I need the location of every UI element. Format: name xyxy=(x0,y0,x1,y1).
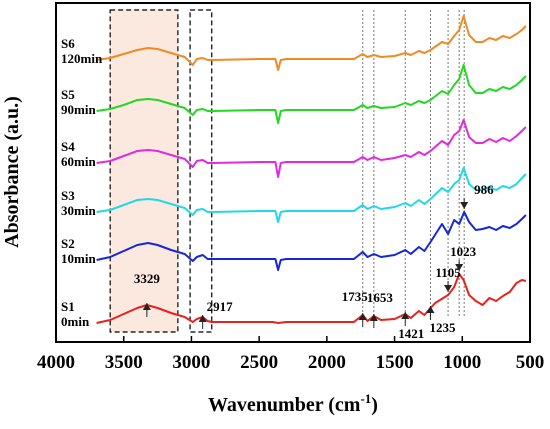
plot-frame xyxy=(55,2,531,343)
x-axis-title: Wavenumber (cm-1) xyxy=(208,391,378,416)
peak-label-1023: 1023 xyxy=(450,244,477,259)
peak-arrow-head-1735 xyxy=(358,313,367,320)
series-line-s6 xyxy=(96,15,527,71)
x-axis-title-unit-exponent: -1 xyxy=(360,391,371,406)
peak-label-1105: 1105 xyxy=(435,265,461,280)
peak-label-1421: 1421 xyxy=(398,326,424,341)
series-time-s4: 60min xyxy=(61,154,96,169)
series-time-s2: 10min xyxy=(61,251,96,266)
series-time-s6: 120min xyxy=(61,51,103,66)
peak-label-1735: 1735 xyxy=(342,289,369,304)
series-line-s5 xyxy=(96,64,527,124)
peak-arrow-head-1421 xyxy=(401,312,410,319)
series-label-s4: S4 xyxy=(61,139,75,154)
peak-label-3329: 3329 xyxy=(134,271,161,286)
peak-annotations: 3329 2917 1735 1653 1421 1235 1105 1023 986 xyxy=(134,182,494,341)
peak-label-1235: 1235 xyxy=(429,320,456,335)
series-line-s3 xyxy=(96,167,527,223)
x-tick-label-2500: 2500 xyxy=(240,352,278,373)
highlight-region-1 xyxy=(109,9,179,333)
series-label-s3: S3 xyxy=(61,188,75,203)
highlight-regions xyxy=(109,9,213,333)
peak-arrow-head-3329 xyxy=(142,303,151,310)
peak-label-2917: 2917 xyxy=(207,299,234,314)
series-label-s2: S2 xyxy=(61,236,75,251)
peak-arrow-head-2917 xyxy=(198,315,207,322)
x-axis-title-close: ) xyxy=(371,394,378,416)
x-tick-label-4000: 4000 xyxy=(37,352,75,373)
x-axis-title-main: Wavenumber (cm xyxy=(208,394,361,416)
series-time-s3: 30min xyxy=(61,203,96,218)
x-tick-label-1000: 1000 xyxy=(443,352,481,373)
x-axis: 4000 3500 3000 2500 2000 1500 1000 500 xyxy=(37,336,544,373)
peak-arrow-head-1653 xyxy=(369,314,378,321)
highlight-region-2 xyxy=(189,9,213,333)
x-tick-label-2000: 2000 xyxy=(308,352,346,373)
x-tick-label-1500: 1500 xyxy=(376,352,414,373)
peak-label-1653: 1653 xyxy=(367,290,394,305)
series-label-s1: S1 xyxy=(61,299,75,314)
x-tick-label-500: 500 xyxy=(516,352,545,373)
peak-arrow-head-1105 xyxy=(444,285,453,292)
y-axis-title: Absorbance (a.u.) xyxy=(1,96,23,248)
x-tick-label-3500: 3500 xyxy=(105,352,143,373)
series-time-s5: 90min xyxy=(61,102,96,117)
series-time-s1: 0min xyxy=(61,314,90,329)
x-tick-label-3000: 3000 xyxy=(172,352,210,373)
series-label-s5: S5 xyxy=(61,87,75,102)
series-label-s6: S6 xyxy=(61,36,75,51)
peak-arrow-head-1235 xyxy=(426,306,435,313)
peak-arrow-head-1023 xyxy=(455,264,464,271)
peak-label-986: 986 xyxy=(474,182,494,197)
series-line-s2 xyxy=(96,211,527,271)
series-line-s4 xyxy=(96,119,527,178)
peak-arrow-head-986 xyxy=(460,202,469,209)
